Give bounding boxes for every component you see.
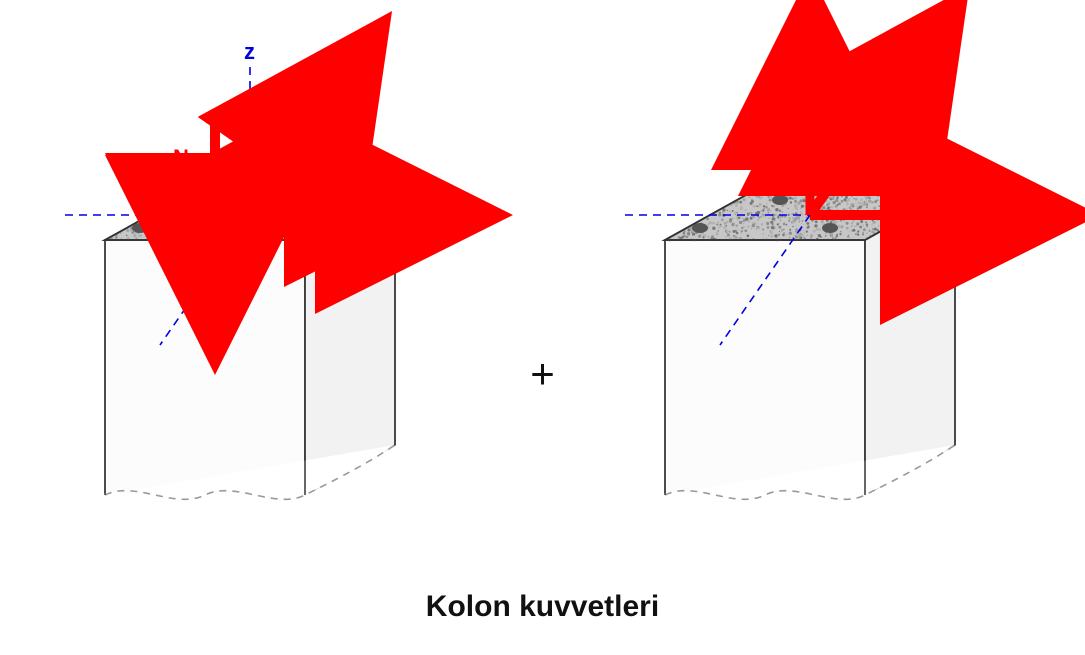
plus-sign: + [0,350,1085,398]
axis-x-label: x [1001,201,1014,226]
axis-y-label: y [896,61,909,86]
column-left-diagram: z y x NdMydMxd [45,25,475,585]
axis-y-label: y [336,61,349,86]
axis-x-label: x [441,201,454,226]
force-label: Mzd [740,123,776,152]
axis-z-label: z [244,39,255,64]
force-label: Vxd [940,235,973,264]
column-right-diagram: z y x Mzd Vyd Vxd [605,25,1035,585]
force-label: Vyd [880,115,913,144]
force-label: Nd [173,145,199,174]
column-svg: z y x Mzd Vyd Vxd [605,25,1035,585]
axis-z-label: z [804,39,815,64]
figure-caption: Kolon kuvvetleri [0,590,1085,624]
column-svg: z y x NdMydMxd [45,25,475,585]
force-label: Myd [285,123,322,152]
